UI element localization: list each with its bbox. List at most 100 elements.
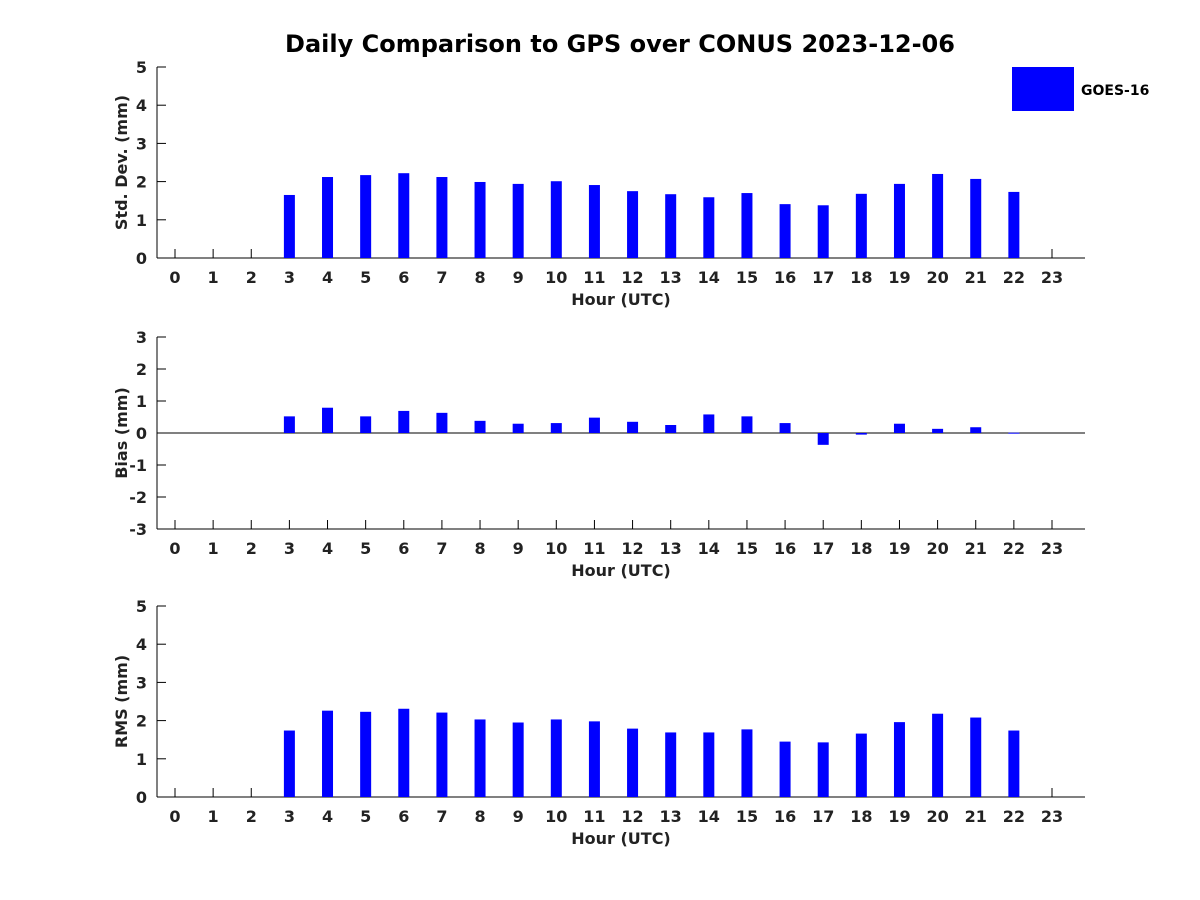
x-tick-label: 23 [1041, 268, 1063, 287]
x-tick-label: 5 [360, 539, 371, 558]
y-tick-label: 3 [136, 673, 147, 692]
bar-hour-15 [741, 193, 753, 258]
y-tick-label: 1 [136, 392, 147, 411]
bar-hour-18 [855, 433, 867, 435]
y-axis-label: RMS (mm) [112, 655, 131, 748]
bar-hour-19 [893, 722, 905, 797]
bar-hour-19 [893, 183, 905, 258]
x-tick-label: 18 [850, 539, 872, 558]
x-tick-label: 10 [545, 539, 567, 558]
x-tick-label: 4 [322, 268, 333, 287]
x-tick-label: 6 [398, 539, 409, 558]
bar-hour-9 [512, 722, 524, 797]
x-tick-label: 10 [545, 268, 567, 287]
bar-hour-7 [436, 712, 448, 797]
legend-label: GOES-16 [1081, 83, 1149, 99]
x-tick-label: 8 [474, 539, 485, 558]
x-tick-label: 16 [774, 539, 796, 558]
x-tick-label: 3 [284, 539, 295, 558]
x-tick-label: 11 [583, 268, 605, 287]
x-tick-label: 9 [513, 807, 524, 826]
y-tick-label: 1 [136, 211, 147, 230]
x-tick-label: 2 [246, 807, 257, 826]
bar-hour-22 [1008, 432, 1020, 434]
bar-hour-6 [398, 173, 410, 258]
x-tick-label: 4 [322, 539, 333, 558]
y-tick-label: -2 [129, 488, 147, 507]
x-tick-label: 2 [246, 268, 257, 287]
x-tick-label: 4 [322, 807, 333, 826]
x-axis-label: Hour (UTC) [571, 290, 671, 309]
bar-hour-4 [322, 407, 334, 433]
x-tick-label: 19 [888, 807, 910, 826]
x-axis-label: Hour (UTC) [571, 561, 671, 580]
bar-hour-12 [627, 421, 639, 433]
y-tick-label: 2 [136, 173, 147, 192]
x-tick-label: 13 [660, 268, 682, 287]
bar-hour-5 [360, 175, 372, 258]
bar-hour-10 [550, 719, 562, 797]
x-tick-label: 14 [698, 539, 720, 558]
x-tick-label: 8 [474, 268, 485, 287]
bar-hour-4 [322, 177, 334, 258]
y-tick-label: 0 [136, 424, 147, 443]
x-tick-label: 7 [436, 268, 447, 287]
bar-hour-11 [588, 185, 600, 258]
bar-hour-21 [970, 178, 982, 258]
x-tick-label: 9 [513, 539, 524, 558]
x-tick-label: 6 [398, 268, 409, 287]
bar-hour-3 [283, 416, 295, 433]
x-tick-label: 14 [698, 268, 720, 287]
x-tick-label: 14 [698, 807, 720, 826]
x-tick-label: 17 [812, 268, 834, 287]
bar-hour-8 [474, 181, 486, 258]
bar-hour-11 [588, 721, 600, 797]
bar-hour-9 [512, 183, 524, 258]
bar-hour-17 [817, 205, 829, 258]
bar-hour-20 [932, 428, 944, 433]
bar-hour-13 [665, 194, 677, 258]
x-tick-label: 0 [169, 539, 180, 558]
bar-hour-22 [1008, 191, 1020, 258]
x-tick-label: 13 [660, 539, 682, 558]
x-tick-label: 3 [284, 268, 295, 287]
x-tick-label: 22 [1003, 539, 1025, 558]
bar-hour-14 [703, 732, 715, 797]
x-tick-label: 1 [208, 807, 219, 826]
bar-hour-20 [932, 173, 944, 258]
bar-hour-8 [474, 719, 486, 797]
x-tick-label: 20 [926, 807, 948, 826]
bar-hour-3 [283, 730, 295, 797]
x-tick-label: 22 [1003, 807, 1025, 826]
legend: GOES-16 [1012, 67, 1149, 111]
y-tick-label: 4 [136, 96, 147, 115]
x-tick-label: 15 [736, 539, 758, 558]
y-tick-label: 2 [136, 360, 147, 379]
bar-hour-15 [741, 729, 753, 797]
x-axis-label: Hour (UTC) [571, 829, 671, 848]
bar-hour-11 [588, 417, 600, 433]
bar-hour-13 [665, 732, 677, 797]
bar-hour-15 [741, 416, 753, 433]
x-tick-label: 1 [208, 539, 219, 558]
y-tick-label: 5 [136, 597, 147, 616]
bar-hour-5 [360, 416, 372, 433]
y-axis-label: Std. Dev. (mm) [112, 95, 131, 230]
x-tick-label: 21 [965, 268, 987, 287]
x-tick-label: 21 [965, 807, 987, 826]
x-tick-label: 1 [208, 268, 219, 287]
bar-hour-21 [970, 717, 982, 797]
bar-hour-17 [817, 433, 829, 445]
bar-hour-17 [817, 742, 829, 797]
y-tick-label: 1 [136, 750, 147, 769]
x-tick-label: 5 [360, 268, 371, 287]
bar-hour-13 [665, 425, 677, 433]
x-tick-label: 18 [850, 268, 872, 287]
x-tick-label: 19 [888, 268, 910, 287]
bar-hour-14 [703, 197, 715, 258]
x-tick-label: 19 [888, 539, 910, 558]
bar-hour-9 [512, 423, 524, 433]
